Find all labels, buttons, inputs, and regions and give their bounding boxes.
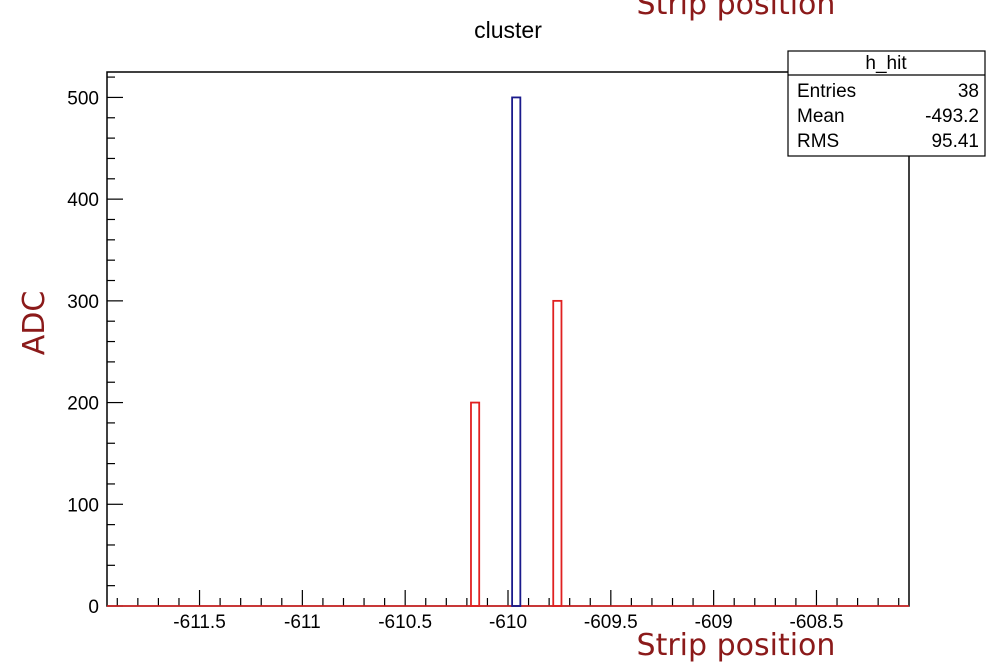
ticks-layer	[107, 76, 900, 607]
stats-box: h_hit Entries 38 Mean -493.2 RMS 95.41	[787, 50, 986, 157]
y-tick-label: 100	[67, 495, 99, 516]
chart-title: cluster	[474, 17, 542, 43]
y-tick-label: 200	[67, 394, 99, 415]
histogram-bar	[552, 299, 563, 607]
y-tick-label: 500	[67, 88, 99, 109]
x-tick-label: -609	[695, 612, 733, 633]
y-axis-label: ADC	[17, 291, 52, 356]
stats-rms-value: 95.41	[931, 131, 979, 152]
histogram-bar	[511, 96, 522, 607]
labels-layer: 0 100 200 300 400 500 -611.5 -611 -610.5 -610 -609…	[67, 88, 843, 633]
x-tick-label: -611.5	[173, 612, 225, 633]
x-tick-label: -609.5	[584, 612, 638, 633]
histogram-bar	[470, 401, 481, 607]
stats-box-frame	[787, 50, 986, 157]
x-tick-label: -610.5	[378, 612, 432, 633]
header-label: Strip position	[637, 0, 836, 22]
stats-mean-value: -493.2	[925, 106, 979, 127]
stats-entries-value: 38	[958, 81, 979, 102]
stats-rms-label: RMS	[797, 131, 839, 152]
y-tick-label: 300	[67, 292, 99, 313]
stats-entries-label: Entries	[797, 81, 856, 102]
bars-layer	[107, 96, 909, 607]
y-tick-label: 400	[67, 190, 99, 211]
x-axis-label: Strip position	[637, 628, 836, 663]
x-tick-label: -608.5	[790, 612, 844, 633]
x-tick-label: -611	[284, 612, 321, 633]
stats-mean-label: Mean	[797, 106, 845, 127]
stats-box-name: h_hit	[865, 53, 907, 74]
x-tick-label: -610	[489, 612, 527, 633]
y-tick-label: 0	[88, 597, 99, 618]
